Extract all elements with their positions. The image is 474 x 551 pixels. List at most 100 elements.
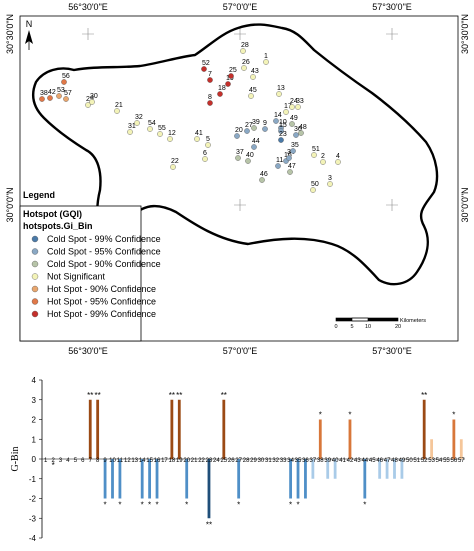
legend-swatch xyxy=(31,285,39,293)
legend-label: Hot Spot - 95% Confidence xyxy=(47,297,156,307)
right-lat-label-1: 30°30'0"N xyxy=(460,14,470,54)
x-tick-label: 34 xyxy=(287,458,294,464)
site-label: 47 xyxy=(288,163,296,170)
significance-star: * xyxy=(237,501,240,510)
site-marker: 6 xyxy=(202,150,208,162)
scale-unit: Kilometers xyxy=(400,318,426,324)
site-label: 5 xyxy=(206,136,210,143)
site-label: 44 xyxy=(252,138,260,145)
significance-star: ** xyxy=(87,391,93,400)
x-tick-label: 53 xyxy=(428,458,435,464)
bar xyxy=(185,459,189,499)
site-label: 15 xyxy=(279,122,287,129)
x-tick-label: 40 xyxy=(332,458,339,464)
site-label: 57 xyxy=(64,90,72,97)
site-marker: 7 xyxy=(207,71,213,83)
x-tick-label: 12 xyxy=(124,458,131,464)
site-marker: 33 xyxy=(295,98,304,110)
x-tick-label: 25 xyxy=(220,458,227,464)
legend-item: Hot Spot - 99% Confidence xyxy=(31,309,156,319)
scale-tick-0: 0 xyxy=(334,324,337,330)
significance-star: ** xyxy=(206,520,212,529)
site-marker: 21 xyxy=(114,102,123,114)
significance-star: ** xyxy=(169,391,175,400)
bar xyxy=(237,459,241,499)
x-tick-label: 44 xyxy=(361,458,368,464)
x-tick-label: 42 xyxy=(347,458,354,464)
y-tick-label: -2 xyxy=(29,495,37,504)
significance-star: * xyxy=(141,501,144,510)
x-tick-label: 7 xyxy=(89,458,93,464)
bar xyxy=(452,419,456,459)
x-tick-label: 37 xyxy=(310,458,317,464)
site-marker: 5 xyxy=(205,136,211,148)
x-tick-label: 16 xyxy=(154,458,161,464)
left-lat-label-1: 30°30'0"N xyxy=(5,14,15,54)
site-label: 49 xyxy=(290,115,298,122)
bar xyxy=(333,459,337,479)
bar xyxy=(111,459,114,499)
y-tick-label: 0 xyxy=(32,455,37,464)
legend-item: Cold Spot - 90% Confidence xyxy=(31,259,161,269)
bar xyxy=(140,459,144,499)
bar xyxy=(170,399,174,459)
site-marker: 55 xyxy=(157,125,166,137)
site-marker: 37 xyxy=(235,149,244,161)
site-marker: 27 xyxy=(244,122,253,134)
significance-star: ** xyxy=(95,391,101,400)
right-lat-label-2: 30°0'0"N xyxy=(460,187,470,222)
bar xyxy=(289,459,293,499)
site-label: 51 xyxy=(312,146,320,153)
legend-swatch xyxy=(31,260,39,268)
x-tick-label: 22 xyxy=(198,458,205,464)
bar xyxy=(177,399,181,459)
legend-swatch xyxy=(31,235,39,243)
x-tick-label: 43 xyxy=(354,458,361,464)
x-tick-label: 41 xyxy=(339,458,346,464)
bar xyxy=(148,459,152,499)
x-tick-label: 54 xyxy=(436,458,443,464)
bar xyxy=(296,459,300,499)
x-tick-label: 24 xyxy=(213,458,220,464)
bar xyxy=(96,399,100,459)
site-marker: 51 xyxy=(311,146,320,158)
site-label: 17 xyxy=(284,103,292,110)
significance-star: ** xyxy=(221,391,227,400)
x-tick-label: 14 xyxy=(139,458,146,464)
site-marker: 12 xyxy=(167,130,176,142)
site-marker: 46 xyxy=(259,171,268,183)
bar xyxy=(222,399,226,459)
site-label: 52 xyxy=(202,60,210,67)
site-marker: 4 xyxy=(335,153,341,165)
site-marker: 45 xyxy=(248,87,257,99)
x-tick-label: 26 xyxy=(228,458,235,464)
x-tick-label: 47 xyxy=(384,458,391,464)
top-lon-label-1: 56°30'0"E xyxy=(68,2,108,12)
site-marker: 28 xyxy=(240,42,249,54)
significance-star: * xyxy=(289,501,292,510)
site-label: 32 xyxy=(135,114,143,121)
top-lon-label-2: 57°0'0"E xyxy=(223,2,258,12)
site-label: 50 xyxy=(311,181,319,188)
significance-star: * xyxy=(118,501,121,510)
bar xyxy=(422,399,426,459)
x-tick-label: 19 xyxy=(176,458,183,464)
x-tick-label: 5 xyxy=(74,458,78,464)
legend-field-name: hotspots.Gi_Bin xyxy=(23,221,93,231)
x-tick-label: 23 xyxy=(206,458,213,464)
significance-star: * xyxy=(363,501,366,510)
bar xyxy=(385,459,389,479)
site-marker: 29 xyxy=(85,96,94,108)
x-tick-label: 21 xyxy=(191,458,198,464)
x-tick-label: 8 xyxy=(96,458,100,464)
site-label: 11 xyxy=(276,157,283,164)
x-tick-label: 4 xyxy=(66,458,70,464)
significance-star: * xyxy=(348,411,351,420)
site-label: 10 xyxy=(279,119,287,126)
scale-tick-5: 5 xyxy=(350,324,353,330)
legend-label: Hot Spot - 90% Confidence xyxy=(47,284,156,294)
site-marker: 14 xyxy=(273,112,282,124)
x-tick-label: 20 xyxy=(183,458,190,464)
x-tick-label: 11 xyxy=(117,458,124,464)
